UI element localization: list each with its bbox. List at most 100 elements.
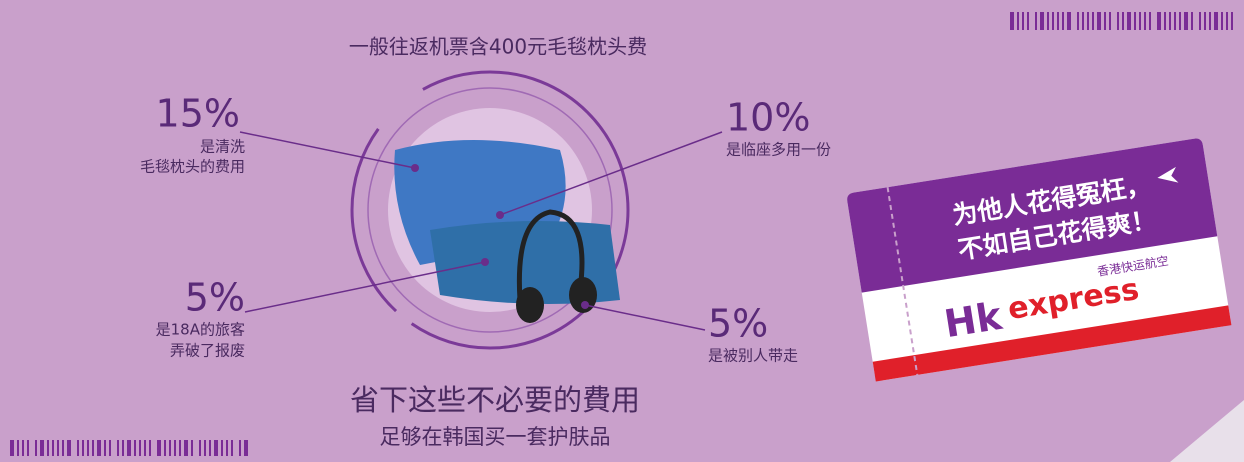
barcode-bar [1017,12,1019,30]
barcode-bar [1204,12,1206,30]
barcode-bar [1087,12,1089,30]
ticket-top [847,138,1218,293]
barcode-bar [174,440,176,456]
barcode-bar [169,440,171,456]
leader-line [584,304,706,331]
barcode-bar [67,440,71,456]
barcode-bar [10,440,14,456]
plane-icon [1157,166,1179,183]
barcode-bar [1117,12,1119,30]
barcode-bar [1022,12,1024,30]
barcode-bar [1139,12,1141,30]
barcode-bar [52,440,54,456]
title: 一般往返机票含400元毛毯枕头费 [349,35,647,59]
dot [581,301,589,309]
barcode-bar [1149,12,1151,30]
barcode-bar [1035,12,1037,30]
barcode-bar [1174,12,1176,30]
callout-text: 是18A的旅客 [156,321,245,339]
circle-graphic [350,70,630,350]
headline: 省下这些不必要的費用 [350,383,640,417]
ticket: 为他人花得冤枉， 不如自己花得爽！ 香港快运航空 Hk express [847,138,1232,382]
barcode-bar [77,440,79,456]
barcode-bar [22,440,24,456]
barcode-bar [27,440,29,456]
barcode-bar [35,440,37,456]
barcode-bar [1077,12,1079,30]
barcode-bar [127,440,131,456]
barcode-bar [231,440,233,456]
barcode-bar [57,440,59,456]
barcode-bar [1010,12,1014,30]
subline: 足够在韩国买一套护肤品 [380,425,611,449]
barcode-bar [1231,12,1233,30]
barcode-bar [97,440,101,456]
barcode-bar [184,440,188,456]
barcode-bar [1122,12,1124,30]
barcode-bar [191,440,193,456]
barcode-bar [1040,12,1044,30]
barcode-bar [1191,12,1193,30]
barcode-bar [134,440,136,456]
callout-text: 是被别人带走 [708,347,798,365]
barcode-bar [1179,12,1181,30]
barcode-bar [104,440,106,456]
barcode-bar [1097,12,1101,30]
barcode-bar [1214,12,1218,30]
barcode-bar [144,440,146,456]
barcode-bar [179,440,181,456]
barcode-bar [1169,12,1171,30]
callout-text: 毛毯枕头的费用 [140,158,245,176]
leader-dots [411,164,589,309]
barcode-bar [1157,12,1161,30]
barcode-bar [117,440,119,456]
barcode-bar [40,440,44,456]
barcode-bar [1199,12,1201,30]
barcode-bar [1209,12,1211,30]
barcode-bar [109,440,111,456]
barcode-bar [87,440,89,456]
barcode-bar [1104,12,1106,30]
percent: 5% [185,276,245,320]
ring [350,70,630,350]
barcode-bar [1092,12,1094,30]
callout-text: 是临座多用一份 [726,141,831,159]
barcode-bar [1052,12,1054,30]
headphones [569,277,597,313]
logo-hk: Hk [941,294,1005,347]
barcode-bar [209,440,211,456]
barcode-decor [10,12,1233,456]
callout-text: 弄破了报废 [170,342,245,360]
barcode-bar [47,440,49,456]
barcode-bar [164,440,166,456]
barcode-bar [221,440,223,456]
barcode-bar [239,440,241,456]
barcode-bar [1127,12,1131,30]
leader-line [239,131,416,169]
barcode-bar [214,440,218,456]
barcode-bar [122,440,124,456]
percent: 10% [726,96,810,140]
barcode-bar [1067,12,1071,30]
barcode-bar [1184,12,1188,30]
barcode-bar [1226,12,1228,30]
barcode-bar [82,440,84,456]
callout-text: 是清洗 [200,138,245,156]
barcode-bar [1057,12,1059,30]
barcode-bar [139,440,141,456]
ring [367,87,613,333]
leader-line [499,131,723,216]
barcode-bar [92,440,94,456]
corner-swoosh [1170,400,1244,462]
leader-lines [239,131,723,331]
leader-line [244,261,486,313]
barcode-bar [1027,12,1029,30]
barcode-bar [1144,12,1146,30]
barcode-bar [1164,12,1166,30]
percent: 5% [708,302,768,346]
headphones [516,287,544,323]
barcode-bar [62,440,64,456]
barcode-bar [1134,12,1136,30]
percent: 15% [156,92,240,136]
